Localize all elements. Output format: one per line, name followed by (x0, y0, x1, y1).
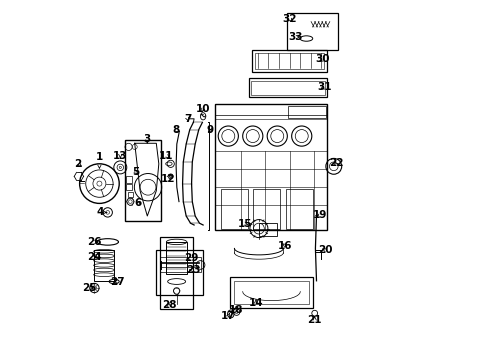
Text: 17: 17 (221, 311, 235, 321)
Bar (215, 104, 326, 230)
Bar (126, 184, 132, 190)
Text: 32: 32 (282, 14, 296, 24)
Text: 7: 7 (183, 114, 191, 124)
Text: 1: 1 (96, 152, 103, 168)
Text: 2: 2 (74, 159, 81, 169)
Text: 3: 3 (143, 134, 151, 144)
Text: 14: 14 (248, 298, 263, 308)
Text: 27: 27 (110, 276, 125, 287)
Bar (156, 250, 203, 295)
Text: 12: 12 (160, 174, 175, 184)
Text: 24: 24 (87, 252, 102, 262)
Bar (126, 176, 132, 183)
Bar (166, 242, 186, 274)
Bar (255, 53, 323, 69)
Text: 33: 33 (288, 32, 302, 42)
Text: 30: 30 (315, 54, 329, 64)
Text: 5: 5 (132, 167, 139, 177)
Text: 4: 4 (97, 207, 107, 217)
Bar (287, 106, 325, 118)
Bar (160, 237, 193, 309)
Text: 20: 20 (318, 245, 332, 255)
Text: 6: 6 (134, 198, 142, 208)
Bar (94, 250, 114, 281)
Bar (230, 277, 312, 308)
Bar (258, 223, 276, 236)
Text: 28: 28 (162, 300, 176, 310)
Text: 9: 9 (206, 125, 213, 135)
Bar (127, 192, 133, 197)
Text: 18: 18 (228, 305, 243, 315)
Bar (215, 104, 326, 115)
Text: 31: 31 (317, 82, 331, 93)
Bar (250, 81, 325, 95)
Bar (285, 189, 312, 229)
Text: 13: 13 (113, 150, 127, 161)
Bar (252, 50, 326, 72)
Bar (221, 189, 247, 229)
Bar (248, 78, 326, 97)
Bar (253, 189, 280, 229)
Bar (286, 13, 337, 50)
Text: 26: 26 (87, 237, 102, 247)
Text: 19: 19 (312, 210, 326, 220)
Text: 16: 16 (277, 240, 292, 251)
Text: 21: 21 (307, 315, 321, 325)
Text: 15: 15 (238, 219, 252, 229)
Bar (160, 257, 200, 272)
Text: 23: 23 (185, 265, 200, 275)
Text: 8: 8 (172, 125, 180, 135)
Text: 11: 11 (159, 150, 173, 161)
Bar (233, 281, 309, 304)
Text: 22: 22 (328, 158, 343, 168)
Text: 29: 29 (183, 253, 198, 264)
Bar (125, 140, 161, 221)
Text: 10: 10 (196, 104, 210, 114)
Text: 25: 25 (81, 283, 96, 293)
